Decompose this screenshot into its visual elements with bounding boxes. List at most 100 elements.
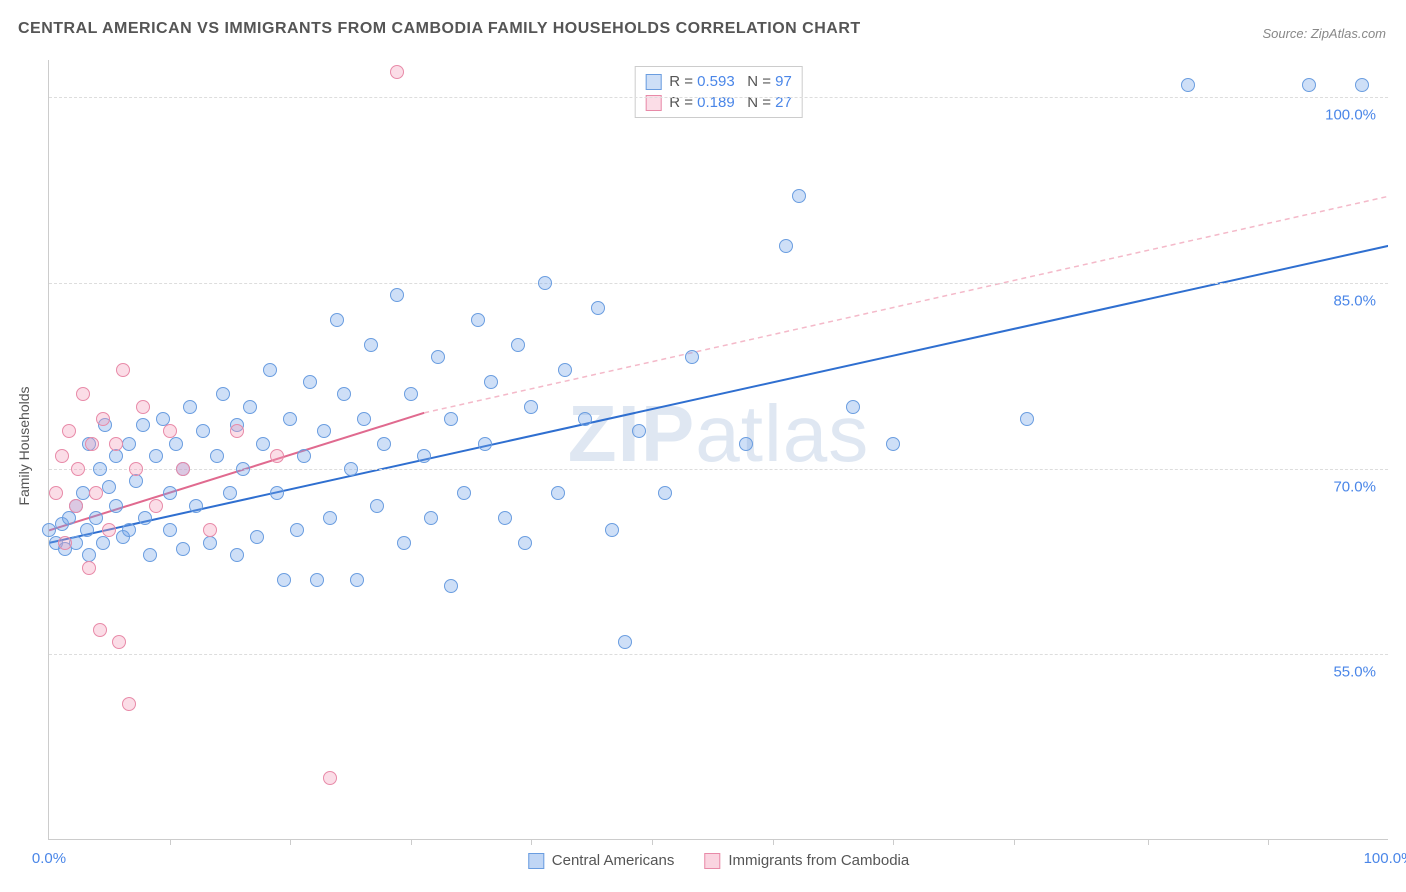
data-point — [357, 412, 371, 426]
data-point — [277, 573, 291, 587]
legend-series-label: Immigrants from Cambodia — [728, 852, 909, 869]
data-point — [62, 424, 76, 438]
data-point — [89, 486, 103, 500]
data-point — [112, 635, 126, 649]
data-point — [370, 499, 384, 513]
legend-series-item: Central Americans — [528, 852, 675, 869]
x-tick-label: 0.0% — [32, 850, 66, 867]
data-point — [605, 523, 619, 537]
data-point — [270, 449, 284, 463]
data-point — [310, 573, 324, 587]
data-point — [149, 499, 163, 513]
data-point — [71, 462, 85, 476]
data-point — [122, 697, 136, 711]
data-point — [243, 400, 257, 414]
data-point — [886, 437, 900, 451]
data-point — [484, 375, 498, 389]
data-point — [210, 449, 224, 463]
data-point — [444, 579, 458, 593]
data-point — [236, 462, 250, 476]
data-point — [1181, 78, 1195, 92]
x-tick — [531, 839, 532, 845]
data-point — [80, 523, 94, 537]
data-point — [163, 523, 177, 537]
data-point — [578, 412, 592, 426]
data-point — [163, 424, 177, 438]
gridline — [49, 283, 1388, 284]
x-tick — [1268, 839, 1269, 845]
data-point — [223, 486, 237, 500]
data-point — [93, 623, 107, 637]
data-point — [739, 437, 753, 451]
data-point — [149, 449, 163, 463]
legend-correlation-row: R = 0.593 N = 97 — [645, 71, 792, 92]
data-point — [176, 462, 190, 476]
trend-lines-layer — [49, 60, 1388, 839]
data-point — [283, 412, 297, 426]
data-point — [203, 536, 217, 550]
data-point — [129, 474, 143, 488]
legend-series: Central Americans Immigrants from Cambodi… — [528, 852, 909, 869]
plot-area: ZIPatlas R = 0.593 N = 97 R = 0.189 N = 2… — [48, 60, 1388, 840]
x-tick — [290, 839, 291, 845]
data-point — [297, 449, 311, 463]
y-tick-label: 85.0% — [1333, 292, 1376, 309]
data-point — [82, 561, 96, 575]
legend-correlation-box: R = 0.593 N = 97 R = 0.189 N = 27 — [634, 66, 803, 118]
data-point — [109, 449, 123, 463]
source-label: Source: ZipAtlas.com — [1262, 26, 1386, 41]
data-point — [196, 424, 210, 438]
data-point — [163, 486, 177, 500]
data-point — [498, 511, 512, 525]
x-tick — [1148, 839, 1149, 845]
data-point — [417, 449, 431, 463]
data-point — [136, 418, 150, 432]
data-point — [551, 486, 565, 500]
data-point — [632, 424, 646, 438]
data-point — [76, 387, 90, 401]
data-point — [169, 437, 183, 451]
watermark-text: ZIPatlas — [568, 388, 869, 480]
y-tick-label: 70.0% — [1333, 478, 1376, 495]
data-point — [263, 363, 277, 377]
legend-swatch — [528, 853, 544, 869]
data-point — [431, 350, 445, 364]
data-point — [102, 480, 116, 494]
data-point — [323, 511, 337, 525]
data-point — [685, 350, 699, 364]
data-point — [518, 536, 532, 550]
data-point — [102, 523, 116, 537]
data-point — [618, 635, 632, 649]
chart-container: CENTRAL AMERICAN VS IMMIGRANTS FROM CAMB… — [0, 0, 1406, 892]
data-point — [230, 548, 244, 562]
legend-correlation-row: R = 0.189 N = 27 — [645, 92, 792, 113]
chart-title: CENTRAL AMERICAN VS IMMIGRANTS FROM CAMB… — [18, 20, 861, 38]
data-point — [317, 424, 331, 438]
y-tick-label: 100.0% — [1325, 107, 1376, 124]
data-point — [89, 511, 103, 525]
x-tick — [170, 839, 171, 845]
gridline — [49, 654, 1388, 655]
data-point — [330, 313, 344, 327]
x-tick — [773, 839, 774, 845]
data-point — [478, 437, 492, 451]
x-tick — [1014, 839, 1015, 845]
x-tick-label: 100.0% — [1364, 850, 1406, 867]
data-point — [444, 412, 458, 426]
data-point — [390, 65, 404, 79]
data-point — [471, 313, 485, 327]
data-point — [49, 486, 63, 500]
legend-correlation-text: R = 0.593 N = 97 — [669, 73, 792, 90]
data-point — [203, 523, 217, 537]
data-point — [511, 338, 525, 352]
data-point — [109, 499, 123, 513]
data-point — [303, 375, 317, 389]
data-point — [189, 499, 203, 513]
data-point — [109, 437, 123, 451]
data-point — [658, 486, 672, 500]
data-point — [129, 462, 143, 476]
data-point — [230, 424, 244, 438]
data-point — [457, 486, 471, 500]
y-tick-label: 55.0% — [1333, 664, 1376, 681]
x-tick — [411, 839, 412, 845]
